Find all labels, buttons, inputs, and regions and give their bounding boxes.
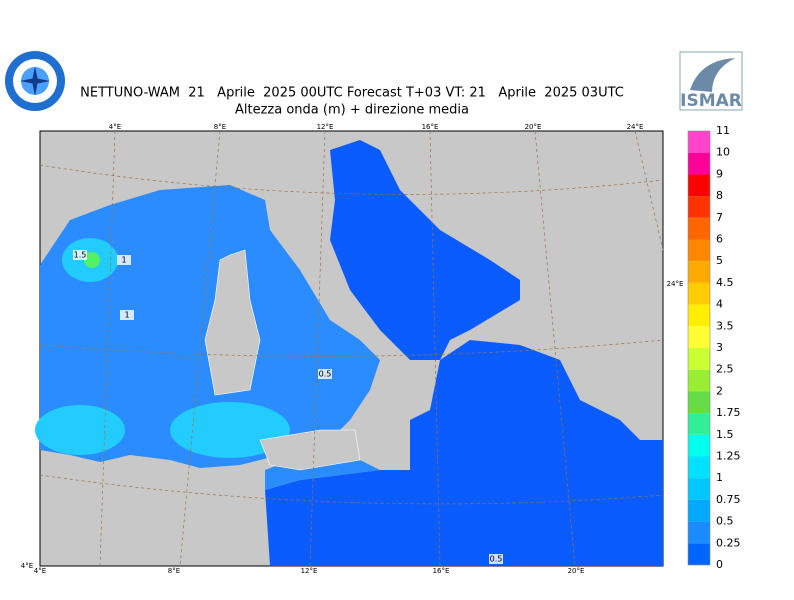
lon-label: 20°E: [568, 567, 585, 575]
colorbar-label: 4: [716, 298, 723, 311]
title: NETTUNO-WAM 21 Aprile 2025 00UTC Forecas…: [80, 86, 624, 101]
colorbar-box: [688, 456, 710, 479]
colorbar-box: [688, 543, 710, 565]
colorbar-label: 3.5: [716, 319, 734, 332]
contour-label: 0.5: [490, 555, 503, 564]
colorbar-box: [688, 174, 710, 197]
colorbar-box: [688, 261, 710, 283]
right-logo: ISMAR: [679, 51, 743, 111]
contour-label-bg: [318, 369, 332, 379]
lon-label: 20°E: [525, 123, 542, 131]
lon-label: 4°E: [21, 562, 33, 570]
contour-label: 1: [124, 311, 129, 320]
colorbar-box: [688, 391, 710, 414]
colorbar-label: 11: [716, 124, 730, 137]
colorbar-label: 1.25: [716, 450, 741, 463]
contour-label-bg: [117, 255, 131, 265]
colorbar-label: 2: [716, 384, 723, 397]
colorbar-box: [688, 217, 710, 240]
colorbar-label: 4.5: [716, 276, 734, 289]
colorbar-box: [688, 499, 710, 522]
map: [35, 130, 664, 567]
colorbar-label: 3: [716, 341, 723, 354]
left-logo: [5, 51, 65, 111]
contour-label: 1: [121, 256, 126, 265]
colorbar-label: 1.5: [716, 428, 734, 441]
colorbar-box: [688, 131, 710, 153]
colorbar-box: [688, 521, 710, 544]
contour-label: 1.5: [74, 251, 87, 260]
contour-label-bg: [120, 310, 134, 320]
lon-label: 16°E: [422, 123, 439, 131]
contour-label-bg: [73, 250, 87, 260]
lon-label: 8°E: [168, 567, 180, 575]
colorbar-label: 9: [716, 167, 723, 180]
lon-label: 24°E: [627, 123, 644, 131]
colorbar-label: 0.75: [716, 493, 741, 506]
colorbar-box: [688, 196, 710, 218]
lon-label: 16°E: [433, 567, 450, 575]
colorbar-label: 0: [716, 558, 723, 571]
colorbar-label: 0.25: [716, 536, 741, 549]
subtitle: Altezza onda (m) + direzione media: [235, 103, 469, 118]
lon-label: 4°E: [109, 123, 121, 131]
lon-label: 4°E: [34, 567, 46, 575]
colorbar-label: 0.5: [716, 515, 734, 528]
colorbar-box: [688, 152, 710, 175]
colorbar-box: [688, 413, 710, 435]
colorbar-box: [688, 478, 710, 500]
colorbar-box: [688, 434, 710, 457]
colorbar-label: 6: [716, 233, 723, 246]
colorbar-label: 5: [716, 254, 723, 267]
colorbar-label: 8: [716, 189, 723, 202]
colorbar-label: 2.5: [716, 363, 734, 376]
contour-label: 0.5: [319, 370, 332, 379]
lon-label: 24°E: [667, 280, 684, 288]
colorbar-label: 1.75: [716, 406, 741, 419]
colorbar-box: [688, 304, 710, 327]
colorbar-frame: [687, 130, 711, 566]
colorbar-box: [688, 282, 710, 305]
logo-text: ISMAR: [680, 91, 742, 111]
lon-label: 12°E: [317, 123, 334, 131]
colorbar-label: 1: [716, 471, 723, 484]
colorbar-box: [688, 348, 710, 370]
lon-label: 12°E: [301, 567, 318, 575]
contour-label-bg: [489, 554, 503, 564]
colorbar-box: [688, 369, 710, 392]
colorbar-label: 7: [716, 211, 723, 224]
colorbar-label: 10: [716, 146, 730, 159]
colorbar-box: [688, 326, 710, 348]
lon-label: 8°E: [214, 123, 226, 131]
colorbar-box: [688, 239, 710, 262]
